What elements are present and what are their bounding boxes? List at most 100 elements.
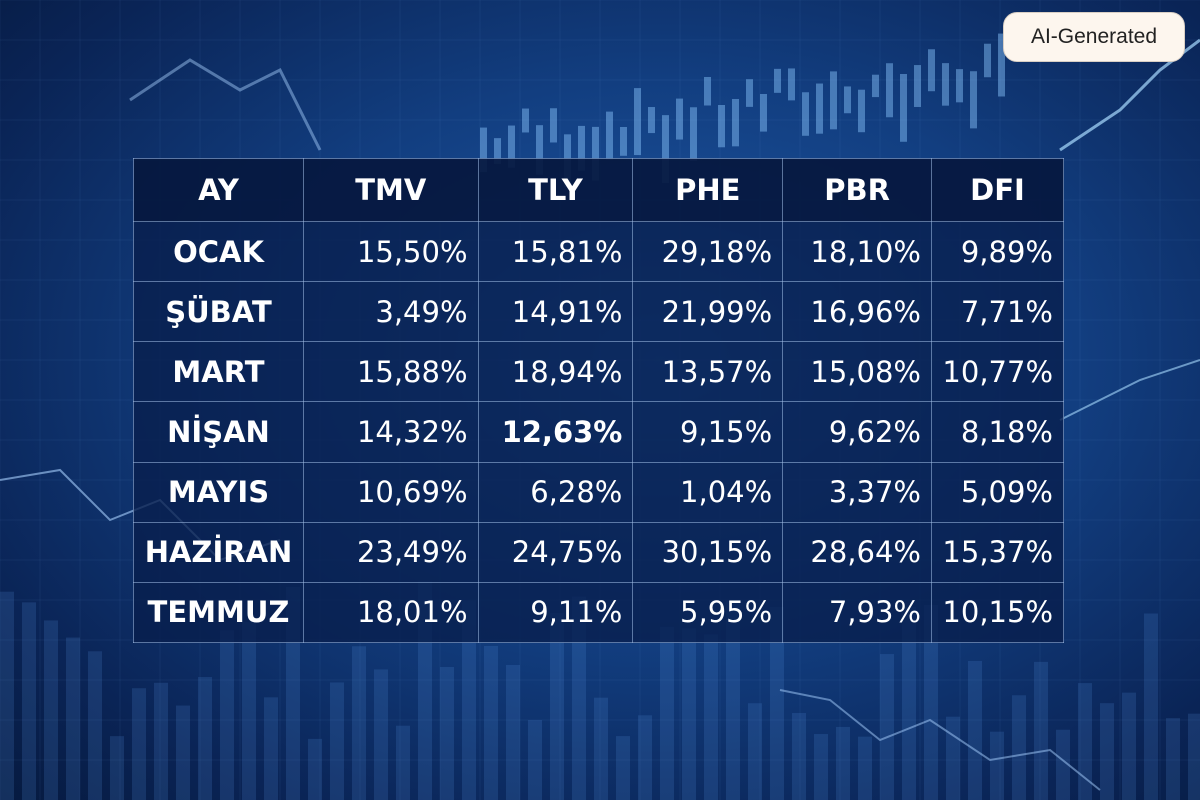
value-cell: 8,18% bbox=[930, 401, 1065, 463]
value-cell: 30,15% bbox=[632, 521, 784, 583]
bar-deco bbox=[1122, 692, 1136, 800]
value-cell: 7,71% bbox=[930, 281, 1065, 343]
month-cell: MART bbox=[133, 341, 304, 403]
column-header: DFI bbox=[930, 158, 1065, 222]
candle-deco bbox=[480, 127, 487, 173]
bar-deco bbox=[176, 705, 190, 800]
candle-deco bbox=[914, 65, 921, 107]
candle-deco bbox=[662, 115, 669, 183]
candle-deco bbox=[844, 86, 851, 114]
bar-deco bbox=[1188, 713, 1200, 800]
bar-deco bbox=[264, 697, 278, 800]
candle-deco bbox=[816, 83, 823, 134]
bar-deco bbox=[308, 738, 322, 800]
bar-deco bbox=[550, 613, 564, 800]
table-row: MAYIS 10,69% 6,28% 1,04% 3,37% 5,09% bbox=[133, 461, 1065, 523]
value-cell: 23,49% bbox=[302, 521, 479, 583]
candle-deco bbox=[592, 126, 599, 181]
bar-deco bbox=[836, 726, 850, 800]
bar-deco bbox=[462, 600, 476, 800]
value-cell: 29,18% bbox=[632, 220, 784, 283]
bar-deco bbox=[330, 682, 344, 800]
column-header: TLY bbox=[477, 158, 634, 222]
candle-deco bbox=[886, 63, 893, 118]
value-cell: 10,69% bbox=[302, 461, 479, 523]
column-header: AY bbox=[133, 158, 304, 222]
value-cell: 18,01% bbox=[302, 581, 479, 644]
value-cell: 15,88% bbox=[302, 341, 479, 403]
table-row: OCAK 15,50% 15,81% 29,18% 18,10% 9,89% bbox=[133, 220, 1065, 283]
value-cell: 16,96% bbox=[782, 281, 932, 343]
value-cell: 12,63% bbox=[477, 401, 634, 463]
bar-deco bbox=[242, 622, 256, 800]
bar-deco bbox=[88, 651, 102, 800]
bar-deco bbox=[946, 716, 960, 800]
candle-deco bbox=[998, 33, 1005, 97]
bar-deco bbox=[1078, 683, 1092, 800]
header-row: AY TMV TLY PHE PBR DFI bbox=[133, 158, 1065, 222]
bar-deco bbox=[1100, 703, 1114, 800]
table-header: AY TMV TLY PHE PBR DFI bbox=[133, 158, 1065, 222]
table-row: TEMMUZ 18,01% 9,11% 5,95% 7,93% 10,15% bbox=[133, 581, 1065, 644]
candle-deco bbox=[522, 108, 529, 133]
table-row: HAZİRAN 23,49% 24,75% 30,15% 28,64% 15,37% bbox=[133, 521, 1065, 583]
candle-deco bbox=[760, 93, 767, 132]
candle-deco bbox=[676, 98, 683, 140]
value-cell: 15,08% bbox=[782, 341, 932, 403]
month-cell: NİŞAN bbox=[133, 401, 304, 463]
value-cell: 5,95% bbox=[632, 581, 784, 644]
value-cell: 28,64% bbox=[782, 521, 932, 583]
value-cell: 18,94% bbox=[477, 341, 634, 403]
candle-deco bbox=[704, 76, 711, 106]
candle-deco bbox=[746, 79, 753, 107]
candle-deco bbox=[494, 138, 501, 164]
month-cell: TEMMUZ bbox=[133, 581, 304, 644]
value-cell: 10,77% bbox=[930, 341, 1065, 403]
bar-deco bbox=[44, 620, 58, 800]
candle-deco bbox=[872, 74, 879, 98]
value-cell: 9,89% bbox=[930, 220, 1065, 283]
bar-deco bbox=[968, 660, 982, 800]
bar-deco bbox=[1012, 695, 1026, 800]
candle-deco bbox=[830, 71, 837, 130]
candle-deco bbox=[578, 125, 585, 171]
bar-deco bbox=[352, 646, 366, 800]
bar-deco bbox=[1034, 661, 1048, 800]
value-cell: 1,04% bbox=[632, 461, 784, 523]
candle-deco bbox=[508, 125, 515, 168]
bar-deco bbox=[22, 602, 36, 800]
candle-deco bbox=[984, 43, 991, 78]
value-cell: 15,50% bbox=[302, 220, 479, 283]
month-cell: ŞÜBAT bbox=[133, 281, 304, 343]
bar-deco bbox=[154, 682, 168, 800]
bar-deco bbox=[1144, 613, 1158, 800]
bar-deco bbox=[792, 713, 806, 800]
value-cell: 18,10% bbox=[782, 220, 932, 283]
value-cell: 9,11% bbox=[477, 581, 634, 644]
bar-deco bbox=[638, 715, 652, 800]
table-body: OCAK 15,50% 15,81% 29,18% 18,10% 9,89% ŞÜBAT 3,… bbox=[133, 220, 1065, 644]
bar-deco bbox=[814, 734, 828, 800]
candle-deco bbox=[550, 108, 557, 143]
candle-deco bbox=[956, 69, 963, 103]
bar-deco bbox=[0, 591, 14, 800]
month-cell: HAZİRAN bbox=[133, 521, 304, 583]
trend-deco bbox=[1059, 359, 1200, 421]
candle-deco bbox=[900, 74, 907, 142]
candle-deco bbox=[718, 104, 725, 148]
ai-badge: AI-Generated bbox=[1003, 12, 1185, 62]
bar-deco bbox=[1056, 729, 1070, 800]
value-cell: 5,09% bbox=[930, 461, 1065, 523]
candle-deco bbox=[536, 125, 543, 175]
candle-deco bbox=[942, 63, 949, 106]
bar-deco bbox=[110, 736, 124, 800]
bar-deco bbox=[990, 731, 1004, 800]
bar-deco bbox=[770, 607, 784, 800]
value-cell: 9,62% bbox=[782, 401, 932, 463]
bar-deco bbox=[396, 725, 410, 800]
candle-deco bbox=[858, 89, 865, 133]
value-cell: 15,81% bbox=[477, 220, 634, 283]
table-row: NİŞAN 14,32% 12,63% 9,15% 9,62% 8,18% bbox=[133, 401, 1065, 463]
bar-deco bbox=[66, 637, 80, 800]
